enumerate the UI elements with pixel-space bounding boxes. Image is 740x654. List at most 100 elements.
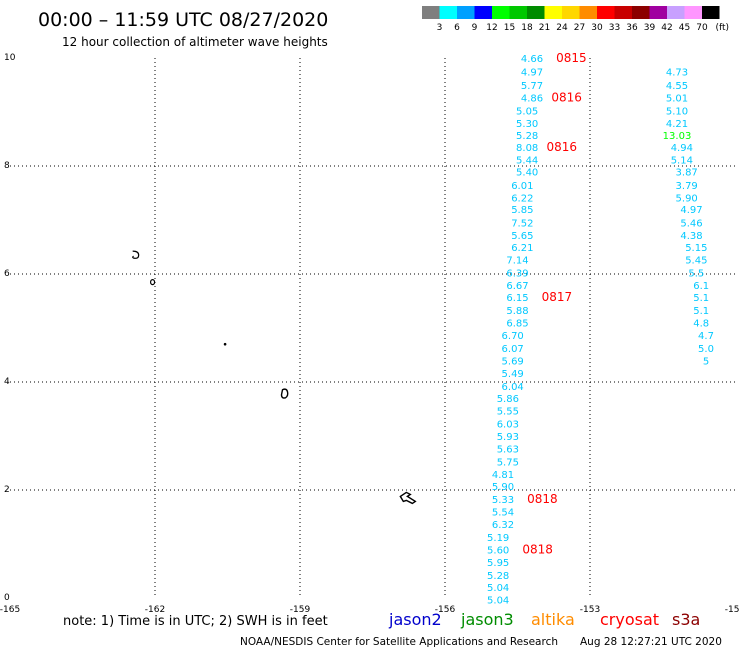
satellite-tracks: 4.664.975.774.865.055.305.288.085.445.40… [487, 51, 714, 607]
wave-height-label: 4.55 [666, 81, 688, 92]
wave-height-label: 4.97 [680, 205, 702, 216]
island-outlines [132, 250, 417, 505]
legend-swatch [614, 6, 632, 19]
satellite-name: altika [531, 610, 575, 629]
wave-height-label: 5.0 [698, 344, 714, 355]
legend-tick-label: 18 [521, 23, 533, 33]
legend-swatch [544, 6, 562, 19]
island-outline [223, 342, 227, 346]
legend-tick-label: 3 [437, 23, 443, 33]
island-outline [399, 491, 417, 505]
wave-height-label: 6.70 [502, 331, 524, 342]
legend-tick-label: 6 [454, 23, 460, 33]
time-label: 0816 [547, 140, 578, 154]
legend-tick-label: 30 [591, 23, 603, 33]
wave-height-label: 6.15 [506, 293, 528, 304]
wave-height-label: 3.79 [676, 181, 698, 192]
legend-swatch [422, 6, 440, 19]
legend-tick-label: 36 [626, 23, 638, 33]
island-outline [149, 279, 156, 286]
wave-height-label: 5 [703, 356, 709, 367]
wave-height-label: 5.60 [487, 545, 509, 556]
wave-height-label: 5.85 [511, 205, 533, 216]
wave-height-label: 4.81 [492, 470, 514, 481]
wave-height-label: 5.90 [676, 193, 698, 204]
wave-height-label: 5.33 [492, 495, 514, 506]
legend-swatch [474, 6, 492, 19]
wave-height-label: 6.01 [511, 181, 533, 192]
wave-height-label: 5.86 [497, 394, 519, 405]
axis-tick-labels: -165 -162 -159 -156 -153 -150 0 2 4 6 8 10 [0, 53, 740, 615]
legend-tick-label: 39 [644, 23, 656, 33]
time-label: 0818 [522, 542, 553, 556]
wave-height-label: 5.46 [680, 219, 702, 230]
time-label: 0815 [556, 51, 587, 65]
plot-area [10, 58, 735, 598]
y-tick-label: 10 [4, 53, 16, 63]
wave-height-label: 5.28 [487, 571, 509, 582]
wave-height-label: 5.1 [693, 293, 709, 304]
satellite-legend: jason2 jason3 altika cryosat s3a [388, 610, 700, 629]
wave-height-label: 4.8 [693, 319, 709, 330]
wave-height-label: 5.44 [516, 156, 538, 167]
time-label: 0816 [551, 90, 582, 104]
legend-tick-label: 15 [504, 23, 515, 33]
legend-tick-label: 70 [696, 23, 708, 33]
wave-height-label: 13.03 [663, 131, 692, 142]
wave-height-label: 5.1 [693, 306, 709, 317]
satellite-name: jason3 [460, 610, 514, 629]
wave-height-label: 5.90 [492, 482, 514, 493]
wave-height-label: 5.55 [497, 407, 519, 418]
wave-height-label: 4.38 [680, 231, 702, 242]
x-tick-label: -153 [580, 605, 600, 615]
wave-height-label: 5.30 [516, 119, 538, 130]
legend-swatch [702, 6, 720, 19]
legend-swatch [597, 6, 615, 19]
wave-height-label: 6.1 [693, 281, 709, 292]
wave-height-label: 5.10 [666, 106, 688, 117]
wave-height-label: 6.04 [502, 382, 524, 393]
wave-height-label: 6.07 [502, 344, 524, 355]
wave-height-label: 4.97 [521, 68, 543, 79]
wave-height-label: 6.67 [506, 281, 528, 292]
wave-height-label: 4.73 [666, 68, 688, 79]
island-outline [132, 250, 140, 259]
legend-tick-label: 33 [609, 23, 620, 33]
wave-height-label: 5.05 [516, 106, 538, 117]
x-tick-label: -162 [145, 605, 165, 615]
wave-height-label: 4.7 [698, 331, 714, 342]
wave-height-label: 5.65 [511, 231, 533, 242]
time-label: 0818 [527, 492, 558, 506]
wave-height-label: 5.75 [497, 457, 519, 468]
wave-height-label: 6.39 [506, 268, 528, 279]
wave-height-label: 6.03 [497, 420, 519, 431]
legend-swatch [649, 6, 667, 19]
wave-height-label: 5.49 [502, 369, 524, 380]
island-outline [280, 388, 289, 399]
legend-tick-label: 12 [486, 23, 497, 33]
wave-height-label: 5.40 [516, 167, 538, 178]
chart-title: 00:00 – 11:59 UTC 08/27/2020 [38, 9, 328, 31]
wave-height-label: 6.21 [511, 243, 533, 254]
y-tick-label: 0 [4, 593, 10, 603]
wave-height-label: 5.01 [666, 93, 688, 104]
wave-height-label: 5.15 [685, 243, 707, 254]
chart-subtitle: 12 hour collection of altimeter wave hei… [62, 35, 328, 49]
y-tick-label: 2 [4, 485, 10, 495]
wave-height-label: 5.04 [487, 596, 509, 607]
legend-swatch [684, 6, 702, 19]
wave-height-label: 5.69 [502, 356, 524, 367]
wave-height-label: 7.52 [511, 219, 533, 230]
wave-height-label: 8.08 [516, 143, 538, 154]
legend-swatch [457, 6, 475, 19]
legend-swatch [579, 6, 597, 19]
wave-height-label: 7.14 [506, 255, 528, 266]
wave-height-label: 5.04 [487, 583, 509, 594]
color-legend: 3 6 9 12 15 18 21 24 27 30 33 36 39 42 45 70 (ft) [422, 6, 729, 33]
wave-height-label: 4.66 [521, 54, 543, 65]
satellite-name: s3a [672, 610, 700, 629]
wave-height-label: 6.85 [506, 319, 528, 330]
wave-height-label: 5.88 [506, 306, 528, 317]
